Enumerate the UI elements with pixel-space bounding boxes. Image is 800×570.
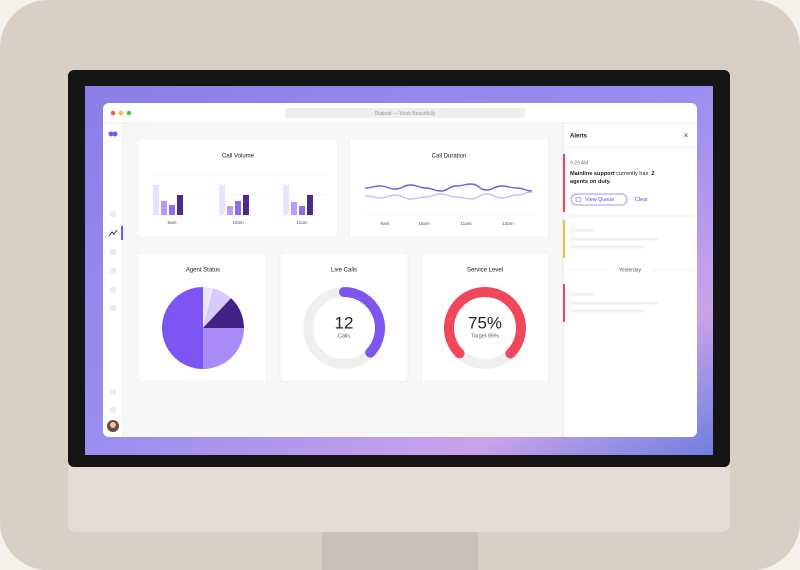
card-title: Service Level [467, 268, 503, 274]
gauge-value: 75% [468, 313, 502, 332]
bar [177, 195, 183, 215]
bar [307, 195, 313, 215]
view-queue-label: View Queue [585, 197, 614, 203]
gauge-value: 12 [335, 313, 354, 332]
x-tick-label: 9am [381, 221, 390, 226]
x-tick-label: 10am [232, 220, 244, 225]
bar [219, 185, 225, 215]
close-button[interactable]: × [684, 131, 689, 140]
alert-marker [563, 220, 565, 258]
line-series [364, 191, 533, 200]
x-tick-label: 12pm [502, 221, 514, 226]
url-bar [285, 108, 525, 118]
nav-icon-active[interactable] [108, 229, 118, 237]
message-part: 2 [651, 171, 654, 177]
bar [235, 201, 241, 215]
x-tick-label: 10am [418, 221, 430, 226]
panel-title: Alerts [570, 134, 588, 140]
section-divider-label: Yesterday [619, 267, 642, 273]
x-tick-label: 11am [460, 221, 471, 226]
logo [108, 131, 114, 137]
view-queue-button[interactable] [570, 193, 628, 206]
max-dot[interactable] [126, 110, 132, 116]
clear-button[interactable]: Clear [635, 197, 648, 203]
pie-slice [203, 298, 244, 328]
gauge-unit: Calls [338, 333, 350, 339]
message-part: Mainline support [570, 171, 615, 177]
pie-slice [203, 287, 214, 328]
card-title: Live Calls [331, 268, 357, 274]
gauge-target: Target 95% [471, 333, 499, 339]
card-title: Agent Status [186, 268, 220, 274]
skeleton [570, 293, 594, 296]
bar [299, 206, 305, 215]
nav-icon[interactable] [110, 211, 116, 217]
queue-icon [575, 197, 582, 202]
bar [169, 205, 175, 215]
bar [227, 206, 233, 215]
nav-icon[interactable] [110, 268, 116, 274]
card-title: Call Duration [432, 154, 467, 160]
skeleton [570, 310, 645, 313]
nav-icon[interactable] [110, 389, 116, 395]
min-dot[interactable] [118, 110, 124, 116]
line-series [364, 183, 533, 192]
window-title: Dialpad — Work Beautifully [375, 111, 436, 117]
gauge-arc [444, 287, 526, 359]
card-title: Call Volume [222, 154, 255, 160]
message-part: currently has [615, 171, 650, 177]
nav-icon[interactable] [110, 407, 116, 413]
alert-marker [563, 284, 565, 322]
skeleton [570, 238, 658, 241]
bar [291, 202, 297, 215]
bar [243, 195, 249, 215]
nav-icon[interactable] [110, 305, 116, 311]
nav-indicator [121, 226, 123, 240]
avatar-face [110, 422, 116, 428]
message-part: agents on duty. [570, 179, 611, 185]
pie-slice [203, 288, 232, 328]
skeleton [570, 229, 594, 232]
x-tick-label: 11am [296, 220, 307, 225]
alert-marker [563, 154, 565, 212]
bar [153, 185, 159, 215]
alert-message: Mainline support currently has 2 [570, 171, 655, 177]
x-tick-label: 9am [168, 220, 177, 225]
bar [283, 185, 289, 215]
nav-icon[interactable] [110, 249, 116, 255]
pie-slice [162, 287, 203, 369]
nav-icon[interactable] [110, 287, 116, 293]
stand [322, 530, 478, 570]
sidebar [107, 131, 123, 432]
skeleton [570, 302, 658, 305]
skeleton [570, 246, 645, 249]
gauge-arc [339, 287, 385, 358]
pie-slice [203, 328, 244, 369]
close-dot[interactable] [110, 110, 116, 116]
logo [112, 131, 118, 137]
bar [161, 201, 167, 215]
alert-time: 9:29 AM [570, 160, 588, 166]
alert-message: agents on duty. [570, 179, 611, 185]
